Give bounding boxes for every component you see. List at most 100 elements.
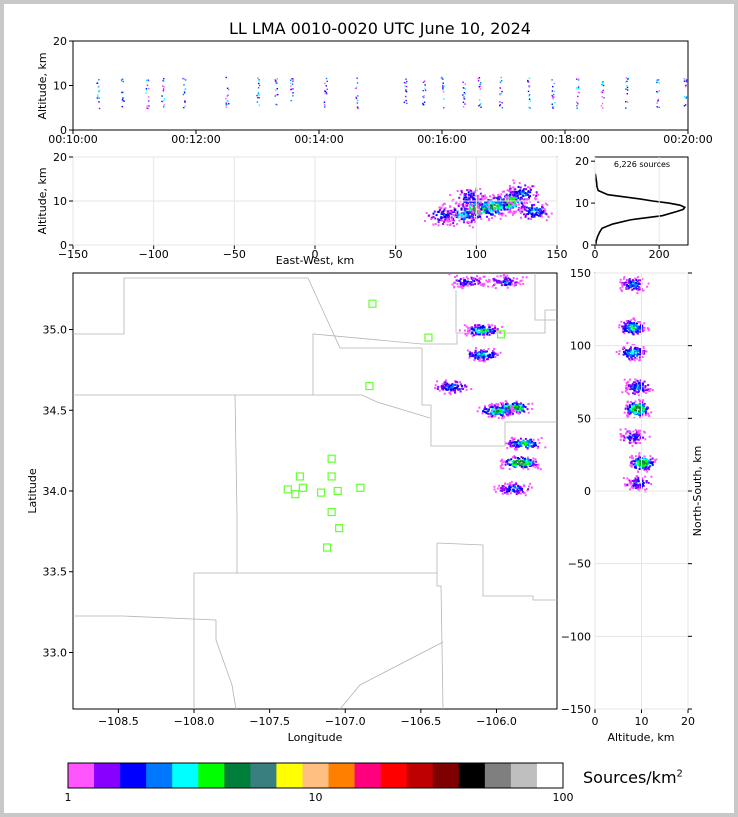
east-west-density-cell bbox=[513, 182, 516, 185]
north-south-density-cell bbox=[621, 283, 624, 286]
north-south-density-cell bbox=[623, 411, 626, 414]
map-density-cell bbox=[517, 456, 520, 459]
east-west-density-cell bbox=[440, 212, 443, 215]
map-density-cell bbox=[478, 406, 481, 409]
time-height-source-point bbox=[290, 99, 292, 102]
north-south-density-cell bbox=[649, 461, 652, 464]
east-west-density-cell bbox=[536, 193, 539, 196]
map-density-cell bbox=[494, 326, 497, 329]
east-west-density-cell bbox=[487, 200, 490, 203]
time-height-source-point bbox=[464, 93, 466, 95]
map-density-cell bbox=[534, 466, 537, 469]
north-south-density-cell bbox=[627, 328, 630, 331]
east-west-density-cell bbox=[494, 201, 497, 204]
east-west-density-cell bbox=[503, 206, 506, 209]
east-west-density-cell bbox=[533, 209, 536, 212]
east-west-density-cell bbox=[479, 192, 482, 195]
map-density-cell bbox=[492, 355, 495, 358]
east-west-density-cell bbox=[524, 214, 527, 217]
east-west-density-cell bbox=[493, 206, 496, 209]
north-south-density-cell bbox=[641, 324, 644, 327]
north-south-density-cell bbox=[629, 442, 632, 445]
east-west-density-cell bbox=[509, 196, 512, 199]
north-south-density-cell bbox=[644, 412, 647, 415]
east-west-density-cell bbox=[440, 206, 443, 209]
north-south-density-cell bbox=[636, 475, 639, 478]
map-density-cell bbox=[527, 468, 530, 471]
time-height-source-point bbox=[462, 97, 465, 100]
map-density-cell bbox=[482, 355, 485, 358]
north-south-density-cell bbox=[630, 461, 633, 464]
east-west-density-cell bbox=[457, 205, 460, 208]
map-density-cell bbox=[492, 410, 495, 413]
time-height-source-point bbox=[501, 107, 504, 109]
north-south-density-cell bbox=[643, 431, 646, 434]
map-density-cell bbox=[477, 279, 480, 282]
map-density-cell bbox=[486, 357, 489, 360]
east-west-density-cell bbox=[511, 195, 514, 198]
map-density-cell bbox=[472, 278, 475, 281]
east-west-density-cell bbox=[456, 210, 459, 213]
time-height-source-point bbox=[441, 77, 443, 79]
north-south-density-cell bbox=[647, 481, 650, 484]
east-west-density-cell bbox=[443, 208, 446, 211]
map-density-cell bbox=[527, 444, 530, 447]
time-height-panel: 00:10:00 00:12:00 00:14:00 00:16:00 00:18:00… bbox=[36, 35, 713, 146]
map-density-cell bbox=[474, 324, 477, 327]
time-height-source-point bbox=[258, 97, 261, 99]
east-west-density-cell bbox=[544, 212, 547, 215]
north-south-density-cell bbox=[622, 345, 625, 348]
latitude-tick-label: 34.5 bbox=[43, 404, 68, 417]
north-south-density-cell bbox=[628, 404, 631, 407]
map-density-cell bbox=[492, 351, 495, 354]
map-density-cell bbox=[482, 360, 485, 363]
map-density-cell bbox=[515, 489, 518, 492]
north-south-density-cell bbox=[632, 287, 635, 290]
east-west-density-cell bbox=[517, 190, 520, 193]
map-density-cell bbox=[488, 333, 491, 336]
map-density-cell bbox=[468, 356, 471, 359]
time-height-source-point bbox=[290, 85, 292, 87]
time-height-source-point bbox=[184, 88, 187, 90]
time-height-source-point bbox=[122, 80, 125, 83]
east-west-density-cell bbox=[458, 196, 461, 199]
east-west-density-cell bbox=[444, 215, 447, 218]
map-density-cell bbox=[463, 324, 466, 327]
north-south-density-cell bbox=[638, 359, 641, 362]
east-west-density-cell bbox=[511, 202, 514, 205]
time-height-source-point bbox=[575, 101, 578, 103]
time-height-source-point bbox=[275, 89, 277, 91]
north-south-density-cell bbox=[622, 477, 625, 480]
time-height-source-point bbox=[184, 100, 186, 102]
time-height-source-point bbox=[658, 82, 661, 84]
north-south-density-cell bbox=[642, 289, 645, 292]
north-south-density-cell bbox=[634, 455, 637, 458]
map-density-cell bbox=[476, 410, 479, 413]
north-south-density-cell bbox=[639, 403, 642, 406]
east-west-density-cell bbox=[515, 203, 518, 206]
east-west-density-cell bbox=[497, 201, 500, 204]
map-density-cell bbox=[487, 328, 490, 331]
east-west-density-cell bbox=[505, 205, 508, 208]
map-density-cell bbox=[518, 409, 521, 412]
east-west-density-cell bbox=[442, 222, 445, 225]
map-density-cell bbox=[519, 460, 522, 463]
north-south-density-cell bbox=[632, 439, 635, 442]
east-west-density-cell bbox=[538, 208, 541, 211]
time-height-source-point bbox=[601, 102, 604, 105]
time-height-source-point bbox=[98, 101, 100, 103]
map-density-cell bbox=[495, 406, 498, 409]
time-height-source-point bbox=[122, 91, 124, 94]
north-south-density-cell bbox=[620, 433, 623, 436]
east-west-density-cell bbox=[535, 195, 538, 198]
map-density-cell bbox=[520, 407, 523, 410]
north-south-density-cell bbox=[650, 475, 653, 478]
east-west-density-cell bbox=[522, 204, 525, 207]
east-west-density-cell bbox=[507, 211, 510, 214]
north-south-density-cell bbox=[626, 405, 629, 408]
map-density-cell bbox=[509, 486, 512, 489]
east-west-density-cell bbox=[512, 199, 515, 202]
north-south-density-cell bbox=[627, 413, 630, 416]
north-south-density-cell bbox=[636, 413, 639, 416]
map-density-cell bbox=[511, 489, 514, 492]
